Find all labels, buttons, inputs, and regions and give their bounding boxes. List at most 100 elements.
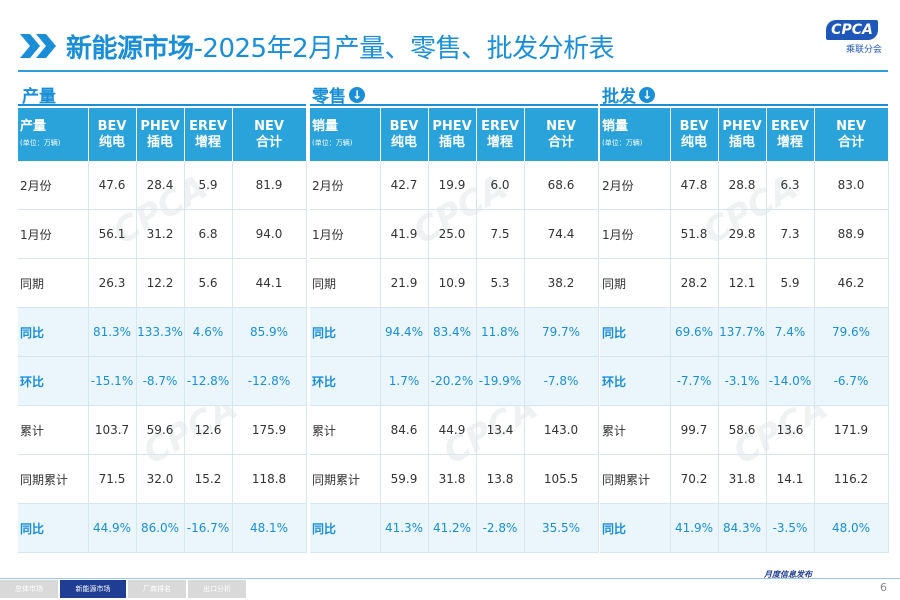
header-cn: 插电 xyxy=(728,135,755,150)
row-label: 同比 xyxy=(600,503,671,553)
table-cell: 88.9 xyxy=(814,209,889,259)
header-cn: 纯电 xyxy=(680,135,707,150)
header-cell: PHEV 插电 xyxy=(428,108,477,161)
header-unit-text: (单位：万辆) xyxy=(312,139,353,147)
table-cell: 42.7 xyxy=(380,161,429,210)
row-label: 环比 xyxy=(600,356,671,406)
table-row: 2月份 47.6 28.4 5.9 81.9 xyxy=(18,161,307,210)
table-cell: 83.4% xyxy=(428,307,477,357)
table-cell: 116.2 xyxy=(814,454,889,504)
header-code: NEV xyxy=(836,119,866,134)
table-cell: -20.2% xyxy=(428,356,477,406)
footer-tab[interactable]: 总体市场 xyxy=(0,580,58,598)
header-cell: EREV 增程 xyxy=(184,108,233,161)
table-cell: 10.9 xyxy=(428,258,477,308)
table-cell: 7.3 xyxy=(766,209,815,259)
table-cell: 12.6 xyxy=(184,405,233,455)
footer-tab[interactable]: 出口分析 xyxy=(188,580,246,598)
table-row: 同期 26.3 12.2 5.6 44.1 xyxy=(18,258,307,308)
wholesale-table: 销量 (单位：万辆) BEV 纯电 PHEV 插电 EREV 增程 NEV 合计 2月份 47.8 28… xyxy=(600,108,889,553)
row-label: 2月份 xyxy=(18,161,89,210)
table-cell: 28.4 xyxy=(136,161,185,210)
table-cell: 74.4 xyxy=(524,209,599,259)
header-cn: 增程 xyxy=(486,135,513,150)
row-label: 同期 xyxy=(310,258,381,308)
table-row: 1月份 41.9 25.0 7.5 74.4 xyxy=(310,209,599,259)
row-label: 同期累计 xyxy=(310,454,381,504)
row-label: 2月份 xyxy=(600,161,671,210)
title-main: 新能源市场 xyxy=(66,33,194,64)
row-label: 同期 xyxy=(18,258,89,308)
table-cell: -12.8% xyxy=(184,356,233,406)
section-label-wholesale[interactable]: 批发 ↓ xyxy=(602,82,655,107)
table-row: 同比 41.9% 84.3% -3.5% 48.0% xyxy=(600,503,889,553)
header-cell: BEV 纯电 xyxy=(88,108,137,161)
header-cell: NEV 合计 xyxy=(232,108,307,161)
table-cell: 44.9 xyxy=(428,405,477,455)
header-cn: 增程 xyxy=(776,135,803,150)
row-label: 同比 xyxy=(310,503,381,553)
header-cn: 合计 xyxy=(547,135,574,150)
logo-badge: CPCA xyxy=(826,20,878,40)
table-cell: 56.1 xyxy=(88,209,137,259)
row-label: 环比 xyxy=(18,356,89,406)
table-row: 2月份 47.8 28.8 6.3 83.0 xyxy=(600,161,889,210)
table-row: 同比 44.9% 86.0% -16.7% 48.1% xyxy=(18,503,307,553)
table-row: 同期 21.9 10.9 5.3 38.2 xyxy=(310,258,599,308)
table-cell: 28.8 xyxy=(718,161,767,210)
header-cell: PHEV 插电 xyxy=(136,108,185,161)
section-label-text: 零售 xyxy=(312,87,346,107)
title-sub: -2025年2月产量、零售、批发分析表 xyxy=(193,33,615,64)
table-cell: 81.3% xyxy=(88,307,137,357)
header-code: PHEV xyxy=(432,119,472,134)
header-code: EREV xyxy=(481,119,519,134)
table-cell: 137.7% xyxy=(718,307,767,357)
section-label-retail[interactable]: 零售 ↓ xyxy=(312,82,365,107)
header-main-text: 产量 xyxy=(20,119,47,134)
table-cell: 5.9 xyxy=(184,161,233,210)
section-underline xyxy=(600,104,888,106)
retail-table: 销量 (单位：万辆) BEV 纯电 PHEV 插电 EREV 增程 NEV 合计 2月份 42.7 19… xyxy=(310,108,599,553)
table-cell: 70.2 xyxy=(670,454,719,504)
table-cell: -15.1% xyxy=(88,356,137,406)
table-cell: 29.8 xyxy=(718,209,767,259)
table-cell: 44.1 xyxy=(232,258,307,308)
header-cell: 销量 (单位：万辆) xyxy=(310,108,381,161)
table-cell: 105.5 xyxy=(524,454,599,504)
table-cell: 41.2% xyxy=(428,503,477,553)
table-cell: 19.9 xyxy=(428,161,477,210)
header-unit-text: (单位：万辆) xyxy=(602,139,643,147)
header-cell: EREV 增程 xyxy=(766,108,815,161)
table-cell: 35.5% xyxy=(524,503,599,553)
header-code: NEV xyxy=(254,119,284,134)
table-cell: 31.8 xyxy=(428,454,477,504)
header-main-text: 销量 xyxy=(602,119,629,134)
table-row: 累计 103.7 59.6 12.6 175.9 xyxy=(18,405,307,455)
table-cell: 59.6 xyxy=(136,405,185,455)
double-chevron-icon xyxy=(20,34,56,58)
table-cell: 26.3 xyxy=(88,258,137,308)
row-label: 1月份 xyxy=(310,209,381,259)
table-cell: 6.8 xyxy=(184,209,233,259)
footer-tab[interactable]: 新能源市场 xyxy=(60,580,126,598)
table-cell: 48.0% xyxy=(814,503,889,553)
table-cell: 51.8 xyxy=(670,209,719,259)
table-header-row: 销量 (单位：万辆) BEV 纯电 PHEV 插电 EREV 增程 NEV 合计 xyxy=(310,108,599,161)
header-cell: PHEV 插电 xyxy=(718,108,767,161)
row-label: 累计 xyxy=(310,405,381,455)
footer-tab[interactable]: 厂商排名 xyxy=(128,580,186,598)
table-cell: 58.6 xyxy=(718,405,767,455)
header-cell: 销量 (单位：万辆) xyxy=(600,108,671,161)
header-cn: 合计 xyxy=(837,135,864,150)
table-cell: 94.0 xyxy=(232,209,307,259)
table-cell: 4.6% xyxy=(184,307,233,357)
table-cell: 6.0 xyxy=(476,161,525,210)
table-row: 环比 -15.1% -8.7% -12.8% -12.8% xyxy=(18,356,307,406)
table-cell: -16.7% xyxy=(184,503,233,553)
table-cell: 41.3% xyxy=(380,503,429,553)
table-cell: 31.2 xyxy=(136,209,185,259)
header-cell: BEV 纯电 xyxy=(380,108,429,161)
header-cn: 纯电 xyxy=(390,135,417,150)
table-cell: 15.2 xyxy=(184,454,233,504)
page-title: 新能源市场-2025年2月产量、零售、批发分析表 xyxy=(66,28,615,65)
